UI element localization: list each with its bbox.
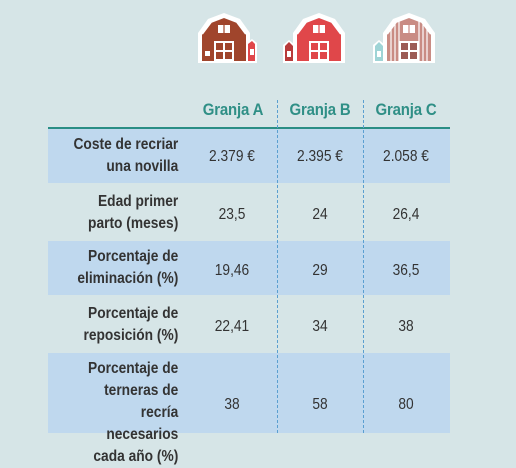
row-label-line: Porcentaje de: [88, 305, 179, 322]
column-divider: [277, 100, 278, 433]
column-divider: [363, 100, 364, 433]
cell-granja-a: 2.379 €: [209, 148, 255, 165]
row-label-line: cada año (%): [93, 448, 179, 465]
row-label-line: Edad primer: [97, 193, 179, 210]
table-row: Edad primer parto (meses) 23,5 24 26,4: [48, 185, 450, 239]
row-label-line: Coste de recriar: [73, 136, 179, 153]
table-header: Granja A Granja B Granja C: [190, 100, 450, 126]
cell-granja-a: 23,5: [218, 206, 246, 223]
cell-granja-c: 2.058 €: [383, 148, 429, 165]
row-label: Porcentaje de reposición (%): [66, 303, 180, 347]
cell-granja-c: 36,5: [392, 262, 420, 279]
cell-granja-b: 24: [312, 206, 328, 223]
barn-icon-granja-a: [198, 13, 257, 63]
cell-granja-a: 22,41: [214, 318, 250, 335]
cell-granja-c: 38: [398, 318, 414, 335]
cell-granja-c: 26,4: [392, 206, 420, 223]
column-header-granja-c: Granja C: [375, 100, 437, 119]
table-row: Coste de recriar una novilla 2.379 € 2.3…: [48, 129, 450, 183]
cell-granja-b: 34: [312, 318, 328, 335]
table-row: Porcentaje de terneras de recría necesar…: [48, 353, 450, 465]
table-row: Porcentaje de reposición (%) 22,41 34 38: [48, 297, 450, 351]
row-label: Edad primer parto (meses): [66, 191, 180, 235]
barn-icon-granja-c: [373, 13, 435, 63]
cell-granja-b: 29: [312, 262, 328, 279]
barn-icon-granja-b: [283, 13, 345, 63]
row-label: Porcentaje de terneras de recría necesar…: [66, 358, 180, 468]
cell-granja-a: 19,46: [214, 262, 250, 279]
table-row: Porcentaje de eliminación (%) 19,46 29 3…: [48, 241, 450, 295]
cell-granja-b: 2.395 €: [297, 148, 343, 165]
header-rule: [48, 127, 450, 129]
cell-granja-a: 38: [224, 396, 240, 413]
row-label-line: recría necesarios: [106, 404, 179, 443]
row-label-line: Porcentaje de: [88, 248, 179, 265]
row-label-line: eliminación (%): [77, 270, 179, 287]
row-label-line: reposición (%): [83, 327, 179, 344]
row-label-line: terneras de: [104, 382, 179, 399]
cell-granja-c: 80: [398, 396, 414, 413]
row-label: Porcentaje de eliminación (%): [66, 246, 180, 290]
column-header-granja-b: Granja B: [289, 100, 351, 119]
row-label-line: una novilla: [106, 158, 179, 175]
column-header-granja-a: Granja A: [202, 100, 264, 119]
cell-granja-b: 58: [312, 396, 328, 413]
row-label-line: parto (meses): [88, 215, 179, 232]
row-label: Coste de recriar una novilla: [66, 134, 180, 178]
row-label-line: Porcentaje de: [88, 360, 179, 377]
